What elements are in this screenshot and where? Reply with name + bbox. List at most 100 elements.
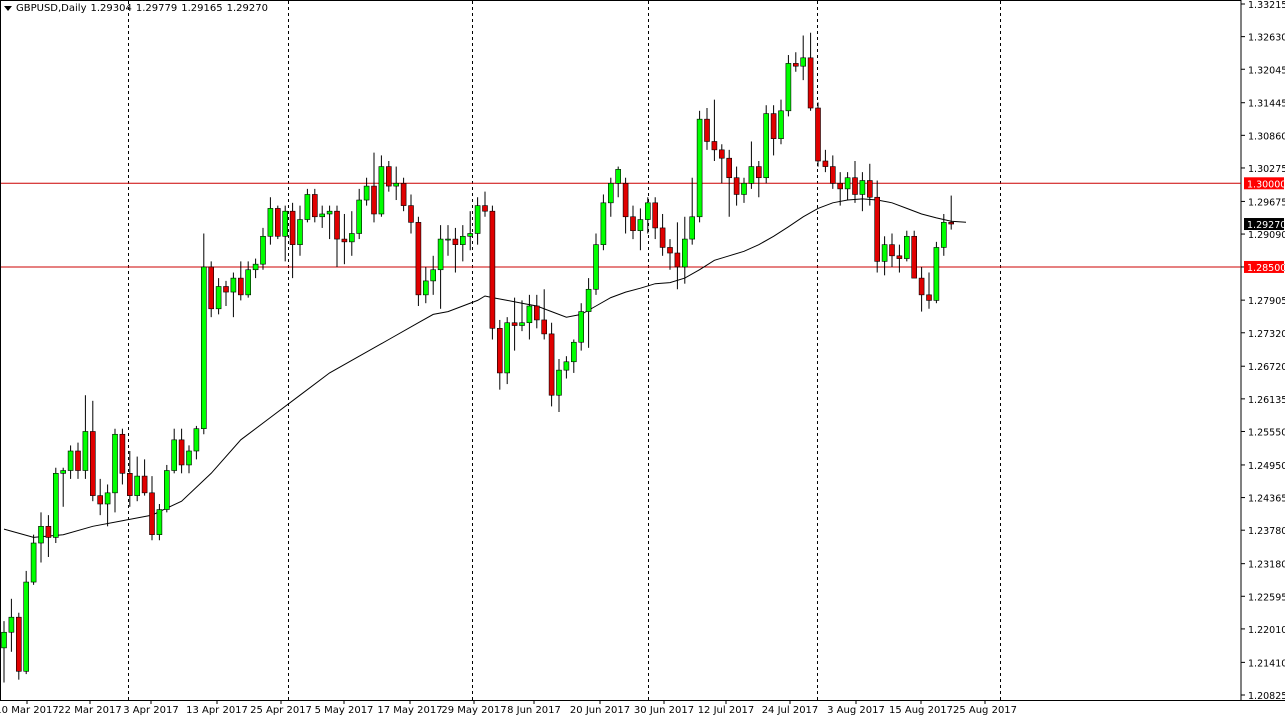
candle-body [334,210,340,240]
candle-body [556,369,562,396]
candle-body [689,216,696,240]
candle [785,55,792,117]
candle-body [637,219,644,232]
candle-body [607,183,614,204]
candle-body [260,235,266,265]
candle [489,205,496,340]
candle [940,213,947,256]
y-tick-label: 1.23780 [1248,526,1285,537]
candle [326,205,333,240]
candle-body [563,361,570,371]
candle [496,319,503,390]
candle-body [474,205,481,234]
candle [859,172,866,212]
candle [230,272,237,318]
candle [371,152,377,223]
candle-body [859,180,866,195]
x-tick-label: 30 Jun 2017 [634,705,694,716]
candle [252,258,259,279]
y-tick-label: 1.31445 [1248,99,1285,110]
candle [733,166,740,206]
x-tick-label: 22 Mar 2017 [58,705,121,716]
ohlc-low: 1.29165 [181,3,223,14]
candle [274,205,281,240]
candle [378,155,385,217]
candle-body [940,222,947,248]
candle-body [526,305,533,324]
candle-body [852,177,858,195]
candle [896,244,903,273]
candle-body [67,450,74,471]
candle [807,32,814,111]
candle [459,225,466,262]
candle [319,205,326,228]
candle-body [696,118,703,218]
candle-body [519,322,525,326]
candle-body [815,107,821,162]
candle [112,428,118,513]
candle [267,197,274,245]
candle-body [778,110,784,139]
candle-body [763,113,770,179]
candle-body [75,450,81,471]
candle [97,478,103,516]
candle-body [311,194,318,218]
candle [445,225,451,256]
y-tick-label: 1.25550 [1248,427,1285,438]
candle [356,188,363,240]
candle [408,194,414,234]
dropdown-triangle-icon[interactable] [4,5,12,11]
candle-body [615,169,622,184]
candle-body [785,63,792,112]
candle-body [171,439,177,471]
candle-body [178,439,185,466]
candle-body [156,509,163,535]
candle-body [933,247,940,301]
x-tick-label: 17 May 2017 [377,705,442,716]
candle-body [659,227,666,248]
candle-body [15,616,22,672]
candle-body [104,492,111,505]
candle-body [289,210,296,245]
candle-body [23,581,30,672]
candle-body [644,202,651,220]
candle-body [141,475,148,494]
level-price-label: 1.28500 [1247,263,1285,274]
candle [238,261,244,301]
candle [171,428,177,474]
candle [245,261,251,298]
candle-body [622,183,629,218]
candle-body [704,118,710,142]
candle-body [363,185,370,201]
candle-body [822,160,829,167]
candle [755,160,762,198]
candle [918,266,925,312]
candle-body [371,185,377,215]
x-tick-label: 29 May 2017 [441,705,506,716]
candle-body [348,233,355,243]
candle-body [52,473,59,538]
candle [822,149,829,173]
candle-body [60,470,67,474]
y-tick-label: 1.30860 [1248,131,1285,142]
candle [948,195,955,230]
y-tick-label: 1.22010 [1248,625,1285,636]
candle-body [319,213,326,218]
candle-body [393,183,400,187]
candle [533,294,540,329]
candle [659,213,666,256]
candle-body [837,183,844,190]
candle [385,160,392,192]
candle [215,278,222,315]
candle-body [445,238,451,241]
candle [208,261,214,318]
y-tick-label: 1.30275 [1248,164,1285,175]
candle [164,464,170,513]
y-tick-label: 1.32045 [1248,65,1285,76]
candle-body [829,166,836,184]
symbol-header: GBPUSD,Daily 1.29304 1.29779 1.29165 1.29270 [4,3,272,14]
y-tick-label: 1.27905 [1248,296,1285,307]
y-tick-label: 1.26720 [1248,362,1285,373]
candle-body [482,205,488,212]
